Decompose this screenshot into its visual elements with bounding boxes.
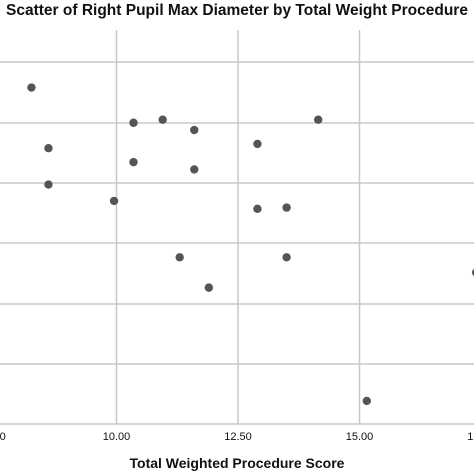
x-tick-label: 15.00 — [346, 431, 374, 443]
x-tick-label: 7.50 — [0, 431, 6, 443]
data-point — [204, 283, 214, 292]
data-point — [175, 253, 184, 262]
data-point — [313, 115, 323, 124]
data-point — [253, 204, 262, 214]
x-tick-label: 12.50 — [224, 431, 252, 443]
x-tick-label: 10.00 — [103, 431, 131, 443]
data-point — [129, 157, 138, 167]
data-point — [129, 118, 138, 127]
data-point — [27, 83, 36, 92]
data-point — [44, 180, 53, 189]
data-point — [282, 203, 291, 212]
data-point — [44, 144, 53, 153]
data-point — [253, 139, 262, 149]
data-point — [190, 125, 199, 135]
x-tick-label: 17.50 — [467, 431, 474, 443]
data-point — [471, 268, 474, 277]
data-point — [190, 165, 199, 174]
data-point — [109, 196, 119, 206]
chart-title: Scatter of Right Pupil Max Diameter by T… — [6, 2, 468, 19]
data-point — [362, 396, 371, 406]
data-point — [158, 115, 167, 124]
data-point — [282, 253, 291, 262]
x-axis-label: Total Weighted Procedure Score — [129, 455, 345, 471]
